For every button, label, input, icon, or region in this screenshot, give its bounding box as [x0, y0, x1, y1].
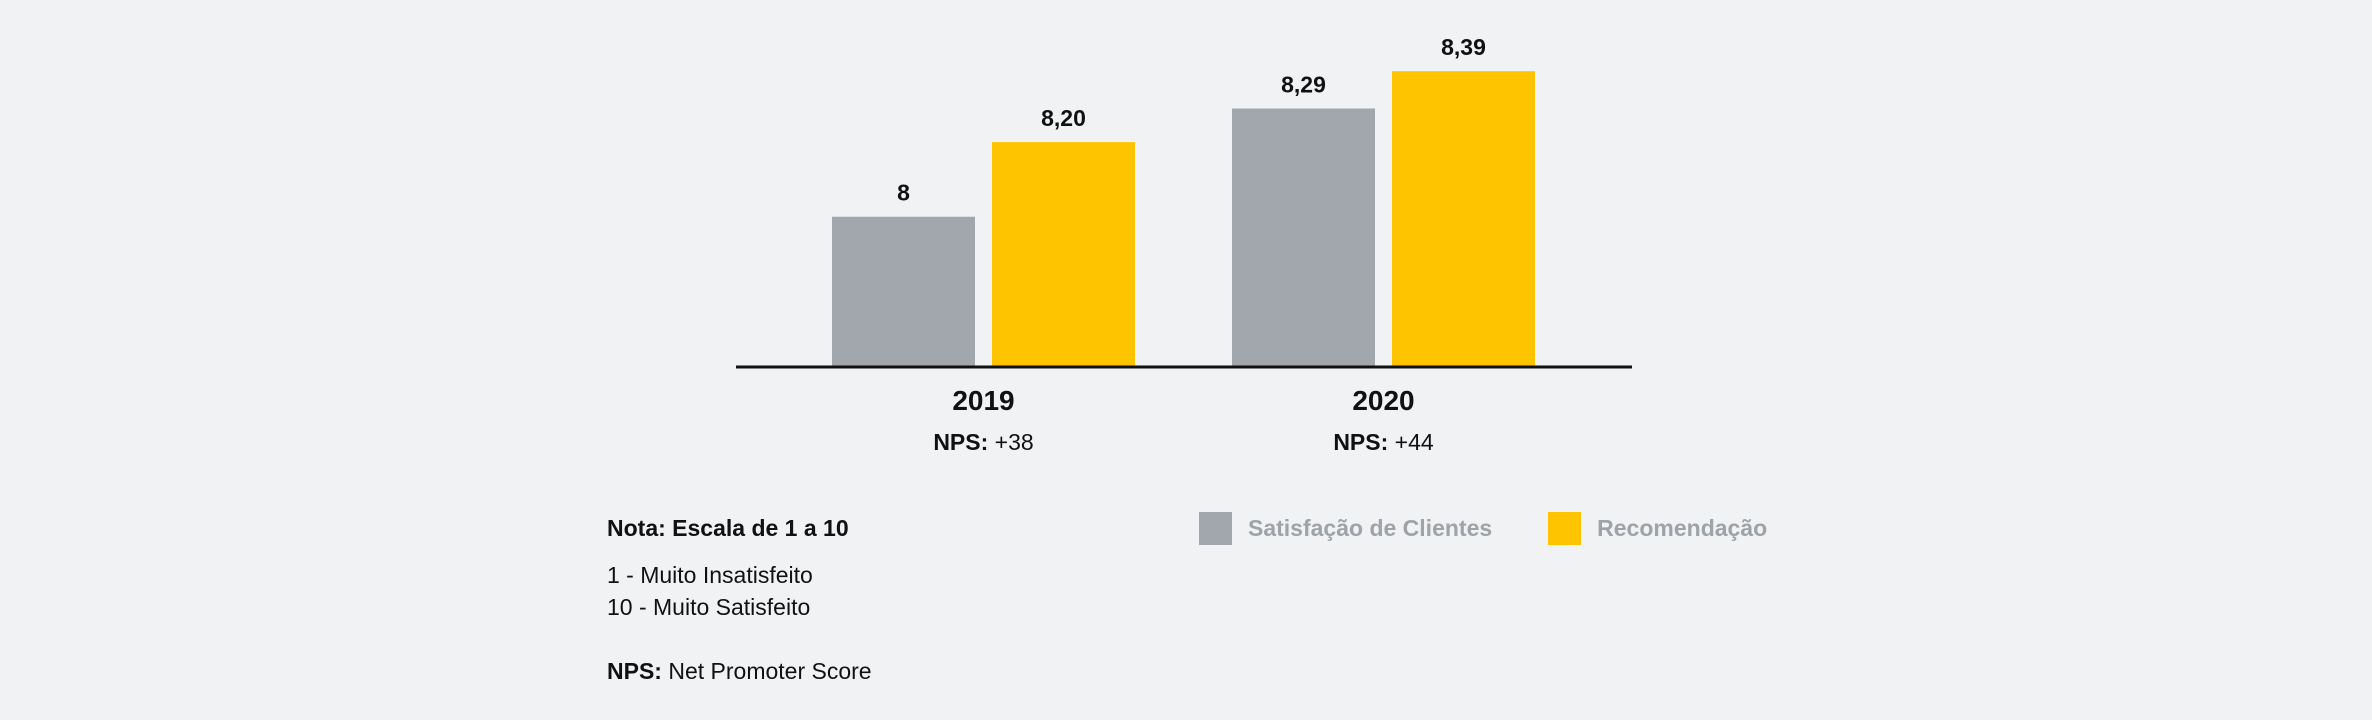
notes-title: Nota: Escala de 1 a 10 [607, 515, 849, 541]
scale-notes: Nota: Escala de 1 a 10 1 - Muito Insatis… [607, 512, 872, 687]
legend-label-recomendacao: Recomendação [1597, 515, 1768, 541]
bar-2019-satisfacao [832, 216, 975, 366]
nps-note-2020: NPS: +44 [1333, 429, 1434, 455]
category-label-2020: 2020 [1352, 385, 1414, 416]
category-labels-group: 2019 NPS: +38 2020 NPS: +44 [933, 385, 1434, 455]
value-label-2020-recomendacao: 8,39 [1441, 34, 1486, 60]
legend-label-satisfacao: Satisfação de Clientes [1248, 515, 1493, 541]
bar-chart: 8 8,20 8,29 8,39 2019 NPS: +38 2020 NPS: +44 [736, 34, 1632, 455]
legend-swatch-satisfacao [1199, 512, 1232, 545]
nps-note-2019: NPS: +38 [933, 429, 1033, 455]
value-labels-group: 8 8,20 8,29 8,39 [897, 34, 1486, 206]
chart-legend: Satisfação de Clientes Recomendação [1199, 512, 1823, 545]
legend-item-satisfacao: Satisfação de Clientes [1199, 512, 1492, 545]
value-label-2019-satisfacao: 8 [897, 180, 910, 206]
value-label-2019-recomendacao: 8,20 [1041, 105, 1086, 131]
notes-nps-text: Net Promoter Score [668, 658, 872, 684]
bar-2020-recomendacao [1392, 71, 1535, 366]
notes-line-1: 1 - Muito Insatisfeito [607, 562, 813, 588]
notes-line-2: 10 - Muito Satisfeito [607, 594, 811, 620]
value-label-2020-satisfacao: 8,29 [1281, 72, 1326, 98]
legend-item-recomendacao: Recomendação [1548, 512, 1767, 545]
legend-swatch-recomendacao [1548, 512, 1582, 545]
notes-nps-label: NPS: [607, 658, 662, 684]
category-label-2019: 2019 [952, 385, 1014, 416]
bar-2020-satisfacao [1232, 108, 1375, 366]
bar-2019-recomendacao [992, 142, 1135, 366]
bars-group [832, 71, 1535, 366]
notes-nps-definition: NPS: Net Promoter Score [607, 655, 872, 687]
